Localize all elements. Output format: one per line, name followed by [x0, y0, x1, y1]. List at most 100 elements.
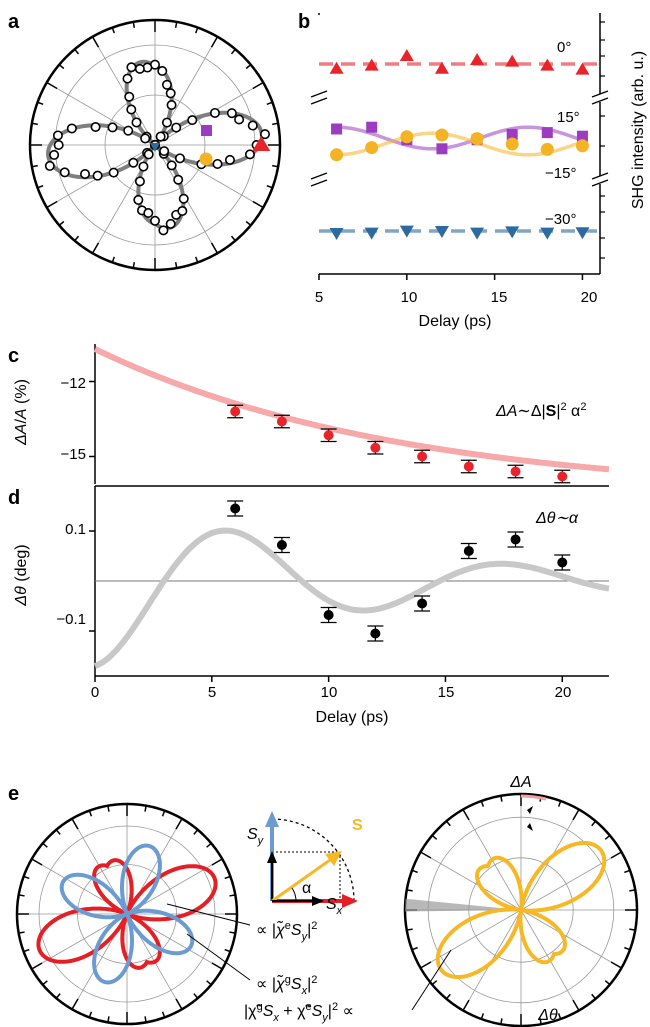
e-blue-3: e [285, 920, 291, 932]
data-point [166, 160, 177, 171]
e-right-tick [445, 820, 451, 827]
c-annot-4: | [556, 403, 560, 420]
b-point-circle [470, 132, 484, 146]
data-point [150, 215, 161, 226]
e-blue-5: y [301, 931, 309, 943]
b-xtick-5: 5 [315, 289, 323, 306]
e-left-tick [229, 894, 236, 897]
panel-b-chart: 0° 15° −15° −30° 5 10 15 20 Delay (ps) S… [310, 13, 647, 330]
d-ytick-m01: −0.1 [56, 611, 86, 628]
d-point [463, 546, 474, 556]
e-sum-2: g [257, 1001, 263, 1013]
a-tick [31, 122, 38, 126]
c-ylabel: ΔA/A (%) [13, 379, 30, 446]
e-alpha-label: α [302, 880, 311, 897]
d-point [276, 540, 287, 550]
b-break-mark [310, 90, 328, 98]
data-point [173, 174, 184, 185]
a-tick [230, 235, 236, 242]
d-xlabel: Delay (ps) [316, 709, 389, 726]
data-point [166, 99, 177, 110]
e-s-arrow-head [325, 851, 342, 866]
data-point [224, 154, 235, 165]
a-tick [37, 101, 44, 106]
data-point [49, 149, 60, 160]
a-tick [272, 122, 279, 126]
b-point-circle [505, 137, 519, 151]
d-fit-curve [94, 527, 610, 669]
e-left-tick [18, 894, 25, 897]
data-point [212, 158, 223, 169]
b-xtick-20: 20 [581, 289, 598, 306]
b-point-tri-down [434, 226, 449, 238]
e-left-tick [18, 931, 25, 934]
a-tick [272, 164, 279, 168]
e-left-tick [193, 829, 199, 835]
c-ylabel-part1: ΔA [13, 424, 30, 446]
e-yellow-rose [435, 840, 607, 980]
c-point [510, 466, 521, 477]
c-ytick-m12: −12 [61, 375, 86, 392]
e-right-tick [624, 946, 631, 951]
label-deg-0: 0° [557, 39, 571, 56]
e-left-tick [229, 931, 236, 934]
e-blue-4: S [291, 922, 302, 939]
e-deltatheta-label: Δθ [537, 1007, 558, 1024]
e-right-tick [406, 889, 413, 892]
data-point [209, 107, 220, 118]
label-deg-m30: −30° [545, 211, 576, 228]
e-right-tick [539, 1018, 542, 1025]
e-right-tick [572, 999, 580, 1011]
e-red-6: | [307, 976, 311, 993]
e-delta-theta-wedge [405, 898, 521, 912]
e-right-tick [480, 800, 485, 807]
e-sx-arrow-head [312, 896, 324, 906]
b-point-circle [575, 139, 589, 153]
e-left-tick [144, 1016, 147, 1023]
data-point [126, 62, 137, 73]
e-blue-7: 2 [311, 920, 317, 932]
e-right-tick [420, 851, 432, 859]
e-red-rose [36, 858, 218, 970]
e-dashed-arc [271, 818, 355, 902]
panel-d-frame [89, 485, 609, 682]
d-point [510, 534, 521, 545]
data-point [131, 117, 142, 128]
b-break-mark [591, 97, 609, 105]
e-leader-blue [166, 903, 251, 926]
b-point-tri-down [540, 227, 555, 240]
a-tick [132, 21, 136, 28]
e-sum-9: | [328, 1003, 332, 1020]
data-point [177, 205, 188, 216]
e-blue-6: | [307, 922, 311, 939]
b-point-tri-down [505, 226, 520, 239]
e-deltaA-arrow [527, 806, 533, 814]
a-tick [91, 36, 100, 48]
b-point-tri-up [540, 58, 555, 71]
d-point [417, 598, 428, 609]
b-point-tri-down [470, 227, 485, 240]
a-grid-spoke [92, 36, 156, 146]
e-blue-arrow-head [265, 811, 279, 827]
d-xtick-5: 5 [208, 684, 216, 701]
d-xtick-15: 15 [438, 684, 455, 701]
b-point-tri-up [364, 58, 379, 71]
c-annot-2: ∼Δ| [517, 403, 545, 420]
b-break-gap [311, 94, 327, 102]
panel-c-frame [89, 344, 96, 484]
data-point [143, 207, 154, 218]
e-right-tick [462, 809, 470, 821]
c-annot-1: ΔA [495, 403, 517, 420]
data-point [128, 157, 139, 168]
e-left-tick [175, 998, 183, 1010]
data-point [134, 63, 145, 74]
a-tick [58, 64, 65, 70]
a-tick [210, 242, 219, 254]
b-point-circle [435, 128, 449, 142]
panel-e-right-polar [403, 792, 639, 1027]
d-ylabel-part1: Δθ [13, 586, 30, 607]
e-right-tick [610, 851, 622, 859]
a-tick [252, 81, 264, 90]
e-blue-term: ∝ |χ̃eSy|2 [256, 919, 317, 943]
